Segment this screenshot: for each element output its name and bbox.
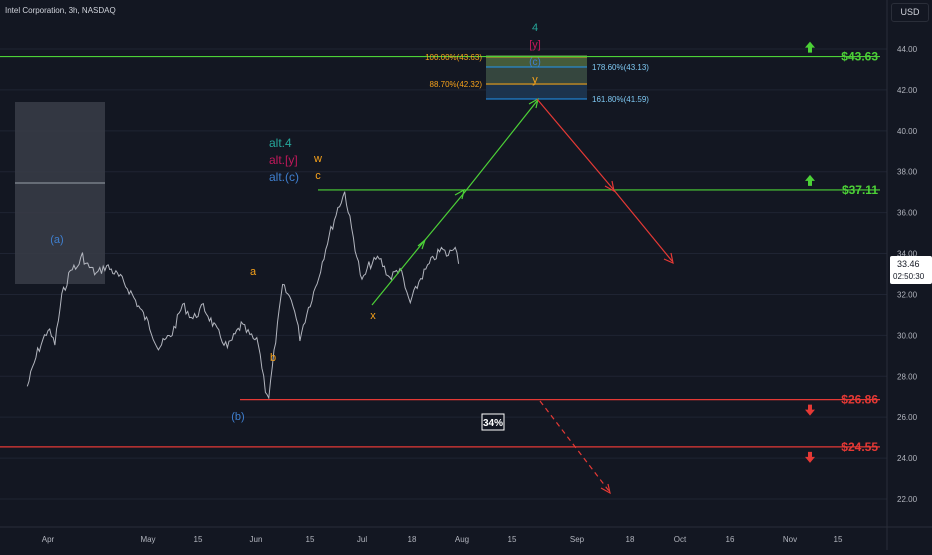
level-price-label: $24.55	[841, 440, 878, 454]
fib-label-178: 178.60%(43.13)	[592, 63, 649, 72]
current-price-tag: 33.46 02:50:30	[890, 256, 932, 284]
time-tick-label: 15	[194, 535, 203, 544]
down-arrow-icon	[805, 404, 815, 416]
wave-label-a: a	[250, 266, 257, 278]
grid	[0, 48, 887, 500]
bull-arrow-2	[424, 192, 465, 241]
up-arrow-icon	[805, 174, 815, 186]
time-tick-label: 15	[834, 535, 843, 544]
time-tick-label: Jul	[357, 535, 367, 544]
price-tick-label: 40.00	[897, 127, 918, 136]
probability-label: 34%	[483, 418, 503, 429]
wave-label-c-paren: (c)	[529, 57, 541, 68]
wave-label-alt-c: alt.(c)	[269, 170, 299, 184]
wave-label-alt-y: alt.[y]	[269, 153, 298, 167]
price-tick-label: 34.00	[897, 250, 918, 259]
wave-label-a-paren: (a)	[50, 234, 63, 246]
probability-box	[481, 413, 505, 431]
time-tick-label: May	[140, 535, 155, 544]
symbol-title: Intel Corporation, 3h, NASDAQ	[5, 6, 116, 15]
bear-arrow-2	[612, 188, 673, 262]
time-tick-label: 18	[408, 535, 417, 544]
bull-arrow-1	[371, 239, 426, 306]
bull-arrow-3-head	[528, 97, 539, 109]
wave-label-x: x	[370, 310, 376, 322]
wave-label-alt-4: alt.4	[269, 136, 292, 150]
resistance-zone	[15, 102, 105, 284]
fib-box-mid-band	[486, 67, 587, 85]
time-tick-label: Jun	[250, 535, 263, 544]
price-tick-label: 26.00	[897, 413, 918, 422]
bull-arrow-2-head	[454, 188, 465, 200]
price-tick-label: 30.00	[897, 331, 918, 340]
countdown-timer: 02:50:30	[893, 272, 925, 281]
time-tick-label: 15	[306, 535, 315, 544]
time-axis[interactable]: Apr May 15 Jun 15 Jul 18 Aug 15 Sep 18 Oct 16 Nov 15	[0, 526, 932, 544]
probability-badge: 34%	[481, 413, 505, 431]
time-axis-ticks: Apr May 15 Jun 15 Jul 18 Aug 15 Sep 18 Oct 16 Nov 15	[42, 535, 843, 544]
fib-label-100: 100.00%(43.63)	[425, 53, 482, 62]
time-tick-label: 16	[726, 535, 735, 544]
time-tick-label: 18	[626, 535, 635, 544]
level-labels: $43.63 $37.11 $26.86 $24.55	[805, 41, 878, 463]
wave-label-b: b	[270, 352, 276, 364]
bear-arrow-2-head	[663, 252, 674, 265]
projection-arrows	[371, 97, 674, 495]
bear-dashed-arrow-head	[600, 483, 611, 495]
price-series-line	[26, 191, 460, 400]
time-tick-label: 15	[508, 535, 517, 544]
price-tick-label: 24.00	[897, 454, 918, 463]
current-price-box	[890, 256, 932, 284]
time-tick-label: Aug	[455, 535, 469, 544]
bear-dashed-arrow	[539, 400, 610, 492]
horizontal-levels	[0, 55, 880, 448]
down-arrow-icon	[805, 451, 815, 463]
time-tick-label: Apr	[42, 535, 55, 544]
wave-label-y: y	[532, 74, 538, 86]
level-price-label: $37.11	[842, 183, 878, 197]
fib-label-161: 161.80%(41.59)	[592, 95, 649, 104]
bull-arrow-3	[463, 100, 538, 194]
level-price-label: $43.63	[841, 50, 878, 64]
price-tick-label: 36.00	[897, 209, 918, 218]
zone-rect	[15, 102, 105, 284]
wave-label-c: c	[315, 170, 321, 182]
fib-label-88: 88.70%(42.32)	[430, 80, 483, 89]
wave-labels: 4 [y] (c) y alt.4 alt.[y] alt.(c) w c (a…	[50, 22, 541, 423]
fib-box-top-band	[486, 55, 587, 67]
current-price-value: 33.46	[897, 259, 920, 269]
wave-label-w: w	[313, 153, 322, 165]
time-tick-label: Sep	[570, 535, 585, 544]
price-tick-label: 42.00	[897, 86, 918, 95]
price-tick-label: 22.00	[897, 495, 918, 504]
bear-arrow-1	[536, 98, 614, 190]
level-price-label: $26.86	[841, 393, 878, 407]
wave-label-y-bracket: [y]	[529, 39, 541, 51]
time-tick-label: Oct	[674, 535, 687, 544]
time-tick-label: Nov	[783, 535, 797, 544]
price-tick-label: 28.00	[897, 372, 918, 381]
currency-button[interactable]: USD	[891, 3, 929, 22]
price-tick-label: 38.00	[897, 168, 918, 177]
up-arrow-icon	[805, 41, 815, 53]
price-tick-label: 44.00	[897, 45, 918, 54]
price-axis[interactable]: 44.00 42.00 40.00 38.00 36.00 34.00 32.00 30.00…	[886, 0, 918, 550]
price-tick-label: 32.00	[897, 290, 918, 299]
wave-label-b-paren: (b)	[231, 411, 244, 423]
wave-label-4: 4	[532, 22, 538, 34]
price-axis-ticks: 44.00 42.00 40.00 38.00 36.00 34.00 32.00 30.00…	[897, 45, 918, 504]
